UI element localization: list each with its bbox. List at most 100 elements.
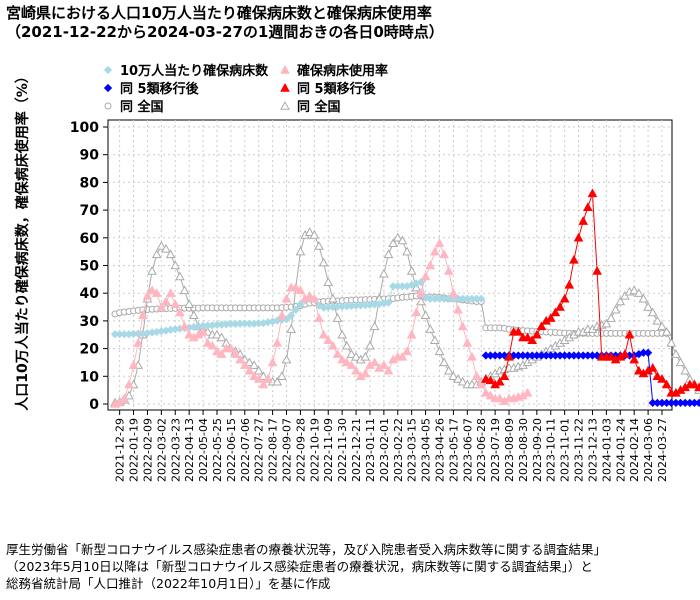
data-point-usage_pre xyxy=(277,310,287,320)
data-point-usage_pre xyxy=(179,321,190,331)
data-point-beds_pre xyxy=(296,300,305,309)
data-point-usage_national xyxy=(606,313,616,322)
data-point-usage_pre xyxy=(467,351,477,361)
data-point-usage_pre xyxy=(434,238,445,248)
data-point-usage_pre xyxy=(439,249,449,259)
x-tick-label: 2023-10-11 xyxy=(545,418,558,482)
data-point-usage_national xyxy=(161,243,171,253)
legend-item: 同 5類移行後 xyxy=(103,81,200,97)
data-point-usage_pre xyxy=(235,354,246,364)
data-point-usage_post xyxy=(694,382,700,392)
data-point-usage_national xyxy=(216,332,227,342)
chart-title: 宮崎県における人口10万人当たり確保病床数と確保病床使用率 xyxy=(6,4,432,22)
data-point-usage_pre xyxy=(253,374,264,383)
x-tick-label: 2024-03-27 xyxy=(656,418,669,482)
data-point-usage_national xyxy=(281,354,292,364)
data-point-usage_post xyxy=(522,332,533,342)
data-point-usage_pre xyxy=(379,360,389,369)
data-point-usage_national xyxy=(328,293,338,303)
data-point-usage_post xyxy=(555,302,565,311)
data-point-usage_pre xyxy=(351,365,361,375)
y-axis: 0 10 20 30 40 50 60 70 80 90 100 xyxy=(70,120,108,413)
data-point-usage_national xyxy=(249,360,259,369)
data-point-usage_pre xyxy=(202,338,213,347)
legend-marker xyxy=(104,102,112,110)
data-point-usage_pre xyxy=(198,326,208,336)
data-point-usage_national xyxy=(332,313,343,322)
data-point-usage_pre xyxy=(411,307,422,317)
data-point-usage_post xyxy=(657,374,667,383)
data-point-usage_national xyxy=(341,340,352,350)
data-point-usage_national xyxy=(244,357,255,367)
x-tick-label: 2023-02-22 xyxy=(392,418,405,482)
data-point-usage_pre xyxy=(239,360,250,369)
data-point-usage_national xyxy=(318,257,329,267)
legend-item: 同 全国 xyxy=(280,99,341,115)
data-point-usage_post xyxy=(647,362,658,372)
data-point-usage_post xyxy=(494,376,505,386)
x-tick-label: 2022-01-19 xyxy=(128,418,141,482)
x-tick-label: 2023-06-07 xyxy=(461,418,474,482)
data-point-usage_national xyxy=(638,293,649,303)
data-point-usage_post xyxy=(629,354,640,364)
data-point-usage_pre xyxy=(258,379,269,389)
data-point-usage_pre xyxy=(494,393,505,403)
legend-label: 確保病床使用率 xyxy=(297,63,388,79)
data-point-usage_pre xyxy=(457,321,468,331)
x-tick-label: 2023-11-22 xyxy=(573,418,586,482)
data-point-usage_pre xyxy=(485,390,496,400)
x-tick-label: 2022-04-13 xyxy=(183,418,196,482)
data-point-usage_national xyxy=(671,349,681,358)
x-tick-label: 2022-12-21 xyxy=(350,418,363,482)
x-tick-label: 2023-06-28 xyxy=(475,418,488,482)
data-point-usage_pre xyxy=(360,368,371,378)
data-point-usage_pre xyxy=(175,307,185,317)
data-point-usage_national xyxy=(369,321,380,331)
data-point-usage_national xyxy=(165,249,176,259)
data-point-usage_post xyxy=(569,254,579,264)
data-point-usage_pre xyxy=(453,304,463,314)
x-tick-label: 2024-01-03 xyxy=(600,418,613,482)
data-point-usage_pre xyxy=(323,335,334,344)
data-point-usage_national xyxy=(443,365,454,375)
legend-label: 同 5類移行後 xyxy=(297,81,377,97)
data-point-usage_post xyxy=(536,321,547,331)
data-point-beds_pre xyxy=(416,278,426,287)
source-line-3: 総務省統計局「人口推計（2022年10月1日）」を基に作成 xyxy=(6,576,331,591)
data-point-usage_post xyxy=(527,335,538,344)
data-point-usage_national xyxy=(629,285,640,295)
data-point-usage_national xyxy=(258,371,269,380)
data-point-usage_post xyxy=(592,266,602,275)
data-point-usage_national xyxy=(295,246,306,256)
data-point-usage_pre xyxy=(416,288,426,297)
data-point-usage_pre xyxy=(226,343,236,353)
data-point-beds_pre xyxy=(287,311,296,320)
data-point-usage_pre xyxy=(133,338,144,347)
data-point-usage_pre xyxy=(165,288,176,297)
data-point-usage_national xyxy=(392,232,403,242)
series-usage_post xyxy=(480,188,700,397)
x-tick-label: 2022-06-15 xyxy=(225,418,238,482)
data-point-usage_national xyxy=(633,288,644,297)
x-tick-label: 2024-03-06 xyxy=(642,418,655,482)
x-tick-label: 2023-09-20 xyxy=(531,418,544,482)
data-point-usage_pre xyxy=(318,329,329,339)
data-point-usage_pre xyxy=(184,329,195,339)
data-point-usage_pre xyxy=(272,338,283,347)
data-point-usage_post xyxy=(620,349,630,358)
data-point-beds_post xyxy=(694,398,700,407)
data-point-beds_post xyxy=(643,348,653,357)
x-tick-label: 2022-03-23 xyxy=(169,418,182,482)
data-point-usage_post xyxy=(531,329,542,339)
data-point-usage_national xyxy=(680,365,691,375)
data-point-usage_national xyxy=(647,307,658,317)
data-point-usage_pre xyxy=(267,357,278,367)
data-point-usage_pre xyxy=(137,310,148,320)
data-point-usage_national xyxy=(448,371,459,380)
data-point-usage_post xyxy=(545,313,556,322)
data-point-usage_national xyxy=(615,296,626,306)
y-tick-label: 50 xyxy=(80,259,100,275)
x-tick-label: 2023-03-15 xyxy=(406,418,419,482)
data-point-usage_national xyxy=(170,260,181,270)
